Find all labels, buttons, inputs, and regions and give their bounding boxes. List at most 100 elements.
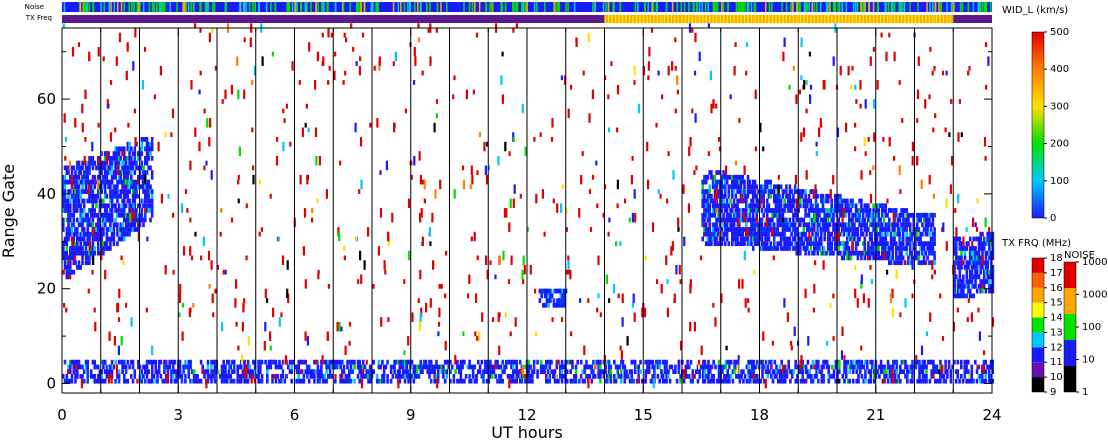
noise-strip-cell: [84, 2, 86, 12]
echo-cell: [772, 227, 776, 232]
noise-speck: [983, 137, 987, 147]
echo-cell: [72, 193, 76, 199]
echo-cell: [930, 369, 933, 375]
echo-cell: [540, 288, 543, 294]
echo-cell: [316, 378, 320, 384]
echo-cell: [110, 156, 114, 161]
echo-cell: [527, 374, 531, 379]
echo-cell: [72, 359, 76, 365]
echo-cell: [565, 378, 569, 384]
echo-cell: [833, 198, 837, 204]
echo-cell: [590, 378, 593, 384]
echo-cell: [547, 293, 550, 299]
echo-cell: [89, 374, 93, 379]
echo-cell: [150, 203, 154, 209]
echo-cell: [861, 212, 865, 218]
echo-cell: [313, 378, 316, 384]
echo-cell: [877, 217, 881, 223]
echo-cell: [74, 260, 77, 266]
noise-speck: [911, 260, 914, 270]
echo-cell: [563, 288, 566, 294]
echo-cell: [856, 217, 860, 223]
echo-cell: [840, 212, 844, 218]
echo-cell: [84, 212, 88, 218]
echo-cell: [928, 222, 931, 228]
noise-strip-cell: [245, 2, 247, 12]
echo-cell: [746, 227, 750, 232]
echo-cell: [908, 222, 912, 228]
echo-cell: [879, 241, 882, 247]
echo-cell: [651, 359, 654, 365]
echo-cell: [764, 184, 767, 190]
echo-cell: [820, 227, 823, 232]
echo-cell: [220, 378, 224, 384]
noise-speck: [230, 217, 234, 223]
noise-speck: [137, 179, 140, 185]
noise-strip-cell: [161, 2, 163, 12]
echo-cell: [121, 231, 124, 237]
noise-strip-cell: [607, 2, 610, 12]
echo-cell: [928, 359, 932, 365]
echo-cell: [695, 369, 698, 375]
noise-speck: [71, 236, 74, 247]
echo-cell: [189, 359, 192, 365]
echo-cell: [220, 364, 224, 370]
echo-cell: [765, 227, 769, 232]
echo-cell: [70, 378, 74, 384]
echo-cell: [62, 227, 65, 232]
echo-cell: [800, 231, 804, 237]
echo-cell: [121, 208, 124, 213]
echo-cell: [642, 378, 646, 384]
echo-cell: [536, 359, 539, 365]
noise-strip-cell: [296, 2, 298, 12]
echo-cell: [96, 217, 100, 223]
echo-cell: [144, 198, 147, 204]
echo-cell: [147, 141, 150, 147]
noise-speck: [560, 317, 564, 322]
noise-strip-cell: [819, 2, 822, 12]
echo-cell: [252, 369, 255, 375]
echo-cell: [790, 241, 793, 247]
echo-cell: [459, 364, 463, 370]
echo-cell: [485, 359, 489, 365]
echo-cell: [349, 378, 353, 384]
noise-speck: [623, 198, 627, 204]
noise-speck: [734, 160, 738, 166]
noise-speck: [794, 174, 798, 185]
noise-strip-cell: [990, 2, 992, 12]
echo-cell: [606, 378, 609, 384]
echo-cell: [239, 378, 243, 384]
echo-cell: [124, 193, 128, 199]
echo-cell: [846, 222, 849, 228]
echo-cell: [778, 203, 781, 209]
noise-speck: [306, 336, 309, 346]
echo-cell: [433, 369, 436, 375]
echo-cell: [102, 246, 105, 251]
echo-cell: [713, 189, 717, 194]
echo-cell: [599, 374, 602, 379]
echo-cell: [70, 269, 74, 275]
echo-cell: [150, 174, 154, 180]
noise-speck: [172, 269, 175, 275]
echo-cell: [121, 212, 124, 218]
noise-speck: [699, 255, 703, 261]
noise-strip-cell: [426, 2, 428, 12]
echo-cell: [126, 198, 130, 204]
echo-cell: [501, 378, 504, 384]
noise-speck: [125, 302, 128, 308]
echo-cell: [213, 378, 217, 384]
echo-cell: [853, 222, 856, 228]
echo-cell: [816, 203, 820, 209]
echo-cell: [894, 250, 898, 256]
echo-cell: [889, 260, 893, 266]
echo-cell: [855, 359, 858, 365]
echo-cell: [754, 374, 757, 379]
noise-speck: [453, 75, 456, 81]
noise-speck: [417, 23, 420, 29]
echo-cell: [67, 179, 70, 185]
echo-cell: [192, 369, 196, 375]
echo-cell: [398, 364, 402, 370]
echo-cell: [728, 374, 731, 379]
tx-freq-mark: [806, 15, 808, 23]
echo-cell: [988, 231, 991, 237]
